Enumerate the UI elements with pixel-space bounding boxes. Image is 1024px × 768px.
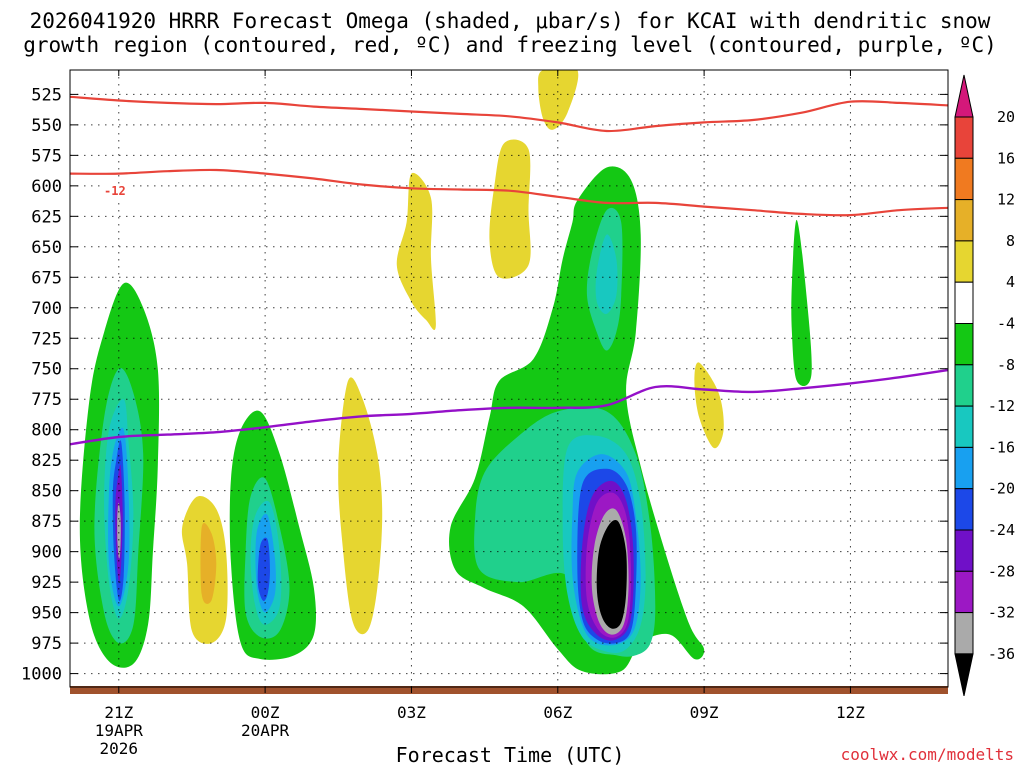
y-tick-label-950: 950 <box>31 604 62 624</box>
omega-region--14 <box>595 234 618 315</box>
dotted-grid <box>70 70 948 687</box>
colorbar-swatch-8 <box>954 405 974 448</box>
colorbar-swatch-12 <box>954 570 974 614</box>
colorbar-swatch-4 <box>954 240 974 283</box>
colorbar-label--16: -16 <box>988 438 1015 456</box>
credit-text: coolwx.com/modelts <box>841 745 1014 764</box>
omega-region--6 <box>791 219 812 387</box>
colorbar-label-16: 16 <box>997 149 1015 167</box>
y-tick-label-1000: 1000 <box>21 665 62 685</box>
colorbar-swatch-3 <box>954 199 974 242</box>
omega-region--38 <box>596 520 627 629</box>
colorbar-swatch-1 <box>954 116 974 159</box>
x-axis-label: Forecast Time (UTC) <box>396 743 625 767</box>
x-tick-label-00Z: 00Z <box>251 703 280 722</box>
x-tick-date-21Z: 19APR <box>95 721 144 740</box>
ground-surface-band <box>70 686 948 694</box>
x-tick-label-03Z: 03Z <box>397 703 426 722</box>
dgz-top-contour <box>70 95 948 133</box>
colorbar-swatch-11 <box>954 529 974 572</box>
dgz-label-backing <box>102 184 128 198</box>
y-tick-label-775: 775 <box>31 390 62 410</box>
freezing-level-contour <box>70 368 948 446</box>
colorbar-label--24: -24 <box>988 521 1015 539</box>
y-tick-label-725: 725 <box>31 329 62 349</box>
omega-region--34 <box>117 502 121 559</box>
colorbar-label--12: -12 <box>988 397 1015 415</box>
omega-region--22 <box>257 537 270 602</box>
y-axis-pressure-ticks: 525 550 575 600 625 650 675 700 725 750 775 800 825 8… <box>21 85 948 685</box>
colorbar-swatch-13 <box>954 612 974 655</box>
colorbar-label--32: -32 <box>988 604 1015 622</box>
y-tick-label-625: 625 <box>31 207 62 227</box>
colorbar-label--8: -8 <box>997 356 1015 374</box>
dgz-contour-label: -12 <box>104 184 126 198</box>
omega-region-6 <box>396 172 436 331</box>
colorbar-label--4: -4 <box>997 315 1015 333</box>
y-tick-label-750: 750 <box>31 360 62 380</box>
omega-colorbar: 20 16 12 8 4 -4 -8 -12 -16 -20 -24 -28 -32 -36 <box>954 74 1015 697</box>
colorbar-swatch-2 <box>954 157 974 201</box>
omega-region-10 <box>200 522 217 604</box>
y-tick-label-800: 800 <box>31 421 62 441</box>
x-tick-label-21Z: 21Z <box>104 703 133 722</box>
omega-region-6 <box>694 362 724 449</box>
colorbar-label-4: 4 <box>1006 273 1015 291</box>
y-tick-label-550: 550 <box>31 116 62 136</box>
colorbar-swatch-10 <box>954 488 974 531</box>
colorbar-label-20: 20 <box>997 108 1015 126</box>
x-tick-year-21Z: 2026 <box>100 739 139 758</box>
colorbar-label-8: 8 <box>1006 232 1015 250</box>
colorbar-label--20: -20 <box>988 480 1015 498</box>
colorbar-swatch-5 <box>954 281 974 325</box>
colorbar-swatch-7 <box>954 364 974 407</box>
y-tick-label-825: 825 <box>31 451 62 471</box>
y-tick-label-650: 650 <box>31 238 62 258</box>
y-tick-label-875: 875 <box>31 512 62 532</box>
chart-title-line-2: growth region (contoured, red, ºC) and f… <box>23 33 997 57</box>
x-tick-label-06Z: 06Z <box>543 703 572 722</box>
y-tick-label-675: 675 <box>31 268 62 288</box>
x-tick-label-09Z: 09Z <box>690 703 719 722</box>
plot-frame <box>69 69 949 688</box>
y-tick-label-925: 925 <box>31 573 62 593</box>
x-tick-label-12Z: 12Z <box>836 703 865 722</box>
y-tick-label-700: 700 <box>31 299 62 319</box>
omega-region-6 <box>489 139 531 279</box>
contour-lines-layer <box>70 95 948 446</box>
omega-shading-layer <box>79 70 812 675</box>
omega-region-6 <box>538 70 579 130</box>
y-tick-label-900: 900 <box>31 543 62 563</box>
y-tick-label-575: 575 <box>31 146 62 166</box>
colorbar-label--28: -28 <box>988 562 1015 580</box>
chart-title-line-1: 2026041920 HRRR Forecast Omega (shaded, … <box>30 9 991 33</box>
x-tick-date-00Z: 20APR <box>241 721 290 740</box>
colorbar-label--36: -36 <box>988 645 1015 663</box>
y-tick-label-850: 850 <box>31 482 62 502</box>
colorbar-label-12: 12 <box>997 191 1015 209</box>
dgz-bottom-contour <box>70 168 948 217</box>
y-tick-label-525: 525 <box>31 85 62 105</box>
y-tick-label-975: 975 <box>31 634 62 654</box>
y-tick-label-600: 600 <box>31 177 62 197</box>
colorbar-bottom-arrow <box>954 653 974 697</box>
colorbar-swatch-6 <box>954 323 974 366</box>
colorbar-swatch-9 <box>954 446 974 490</box>
omega-region-6 <box>338 377 383 635</box>
